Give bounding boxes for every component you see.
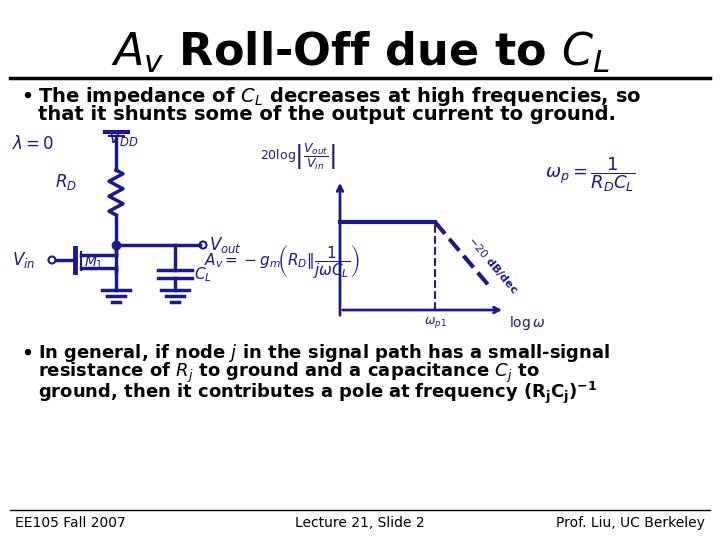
Text: resistance of $R_j$ to ground and a capacitance $C_j$ to: resistance of $R_j$ to ground and a capa… bbox=[38, 361, 540, 385]
Text: ground, then it contributes a $\mathbf{pole\ at\ frequency}$ $\mathbf{(R_jC_j)^{: ground, then it contributes a $\mathbf{p… bbox=[38, 380, 598, 406]
Text: $\bullet$: $\bullet$ bbox=[20, 85, 32, 105]
Text: $V_{out}$: $V_{out}$ bbox=[209, 235, 242, 255]
Text: $\bullet$: $\bullet$ bbox=[20, 342, 32, 362]
Text: $V_{DD}$: $V_{DD}$ bbox=[108, 128, 139, 148]
Text: $A_v = -g_m\!\left(R_D \| \dfrac{1}{j\omega C_L}\right)$: $A_v = -g_m\!\left(R_D \| \dfrac{1}{j\om… bbox=[204, 244, 360, 280]
Text: Lecture 21, Slide 2: Lecture 21, Slide 2 bbox=[295, 516, 425, 530]
Text: Prof. Liu, UC Berkeley: Prof. Liu, UC Berkeley bbox=[556, 516, 705, 530]
Text: $\omega_{p1}$: $\omega_{p1}$ bbox=[423, 315, 446, 330]
Text: $\omega_p = \dfrac{1}{R_D C_L}$: $\omega_p = \dfrac{1}{R_D C_L}$ bbox=[545, 155, 635, 194]
Text: $C_L$: $C_L$ bbox=[194, 266, 212, 285]
Text: $R_D$: $R_D$ bbox=[55, 172, 77, 192]
Text: The impedance of $C_L$ decreases at high frequencies, so: The impedance of $C_L$ decreases at high… bbox=[38, 85, 642, 108]
Text: $-20$ dB/dec: $-20$ dB/dec bbox=[465, 234, 521, 297]
Text: $V_{in}$: $V_{in}$ bbox=[12, 250, 35, 270]
Text: In general, if node $j$ in the signal path has a small-signal: In general, if node $j$ in the signal pa… bbox=[38, 342, 611, 364]
Text: $M_1$: $M_1$ bbox=[84, 255, 103, 271]
Text: $20\log\!\left|\dfrac{V_{out}}{V_{in}}\right|$: $20\log\!\left|\dfrac{V_{out}}{V_{in}}\r… bbox=[261, 142, 336, 172]
Text: that it shunts some of the output current to ground.: that it shunts some of the output curren… bbox=[38, 105, 616, 124]
Text: EE105 Fall 2007: EE105 Fall 2007 bbox=[15, 516, 126, 530]
Text: $\lambda = 0$: $\lambda = 0$ bbox=[12, 135, 55, 153]
Text: $A_v$ Roll-Off due to $C_L$: $A_v$ Roll-Off due to $C_L$ bbox=[111, 30, 609, 75]
Text: $\log\omega$: $\log\omega$ bbox=[509, 314, 546, 332]
